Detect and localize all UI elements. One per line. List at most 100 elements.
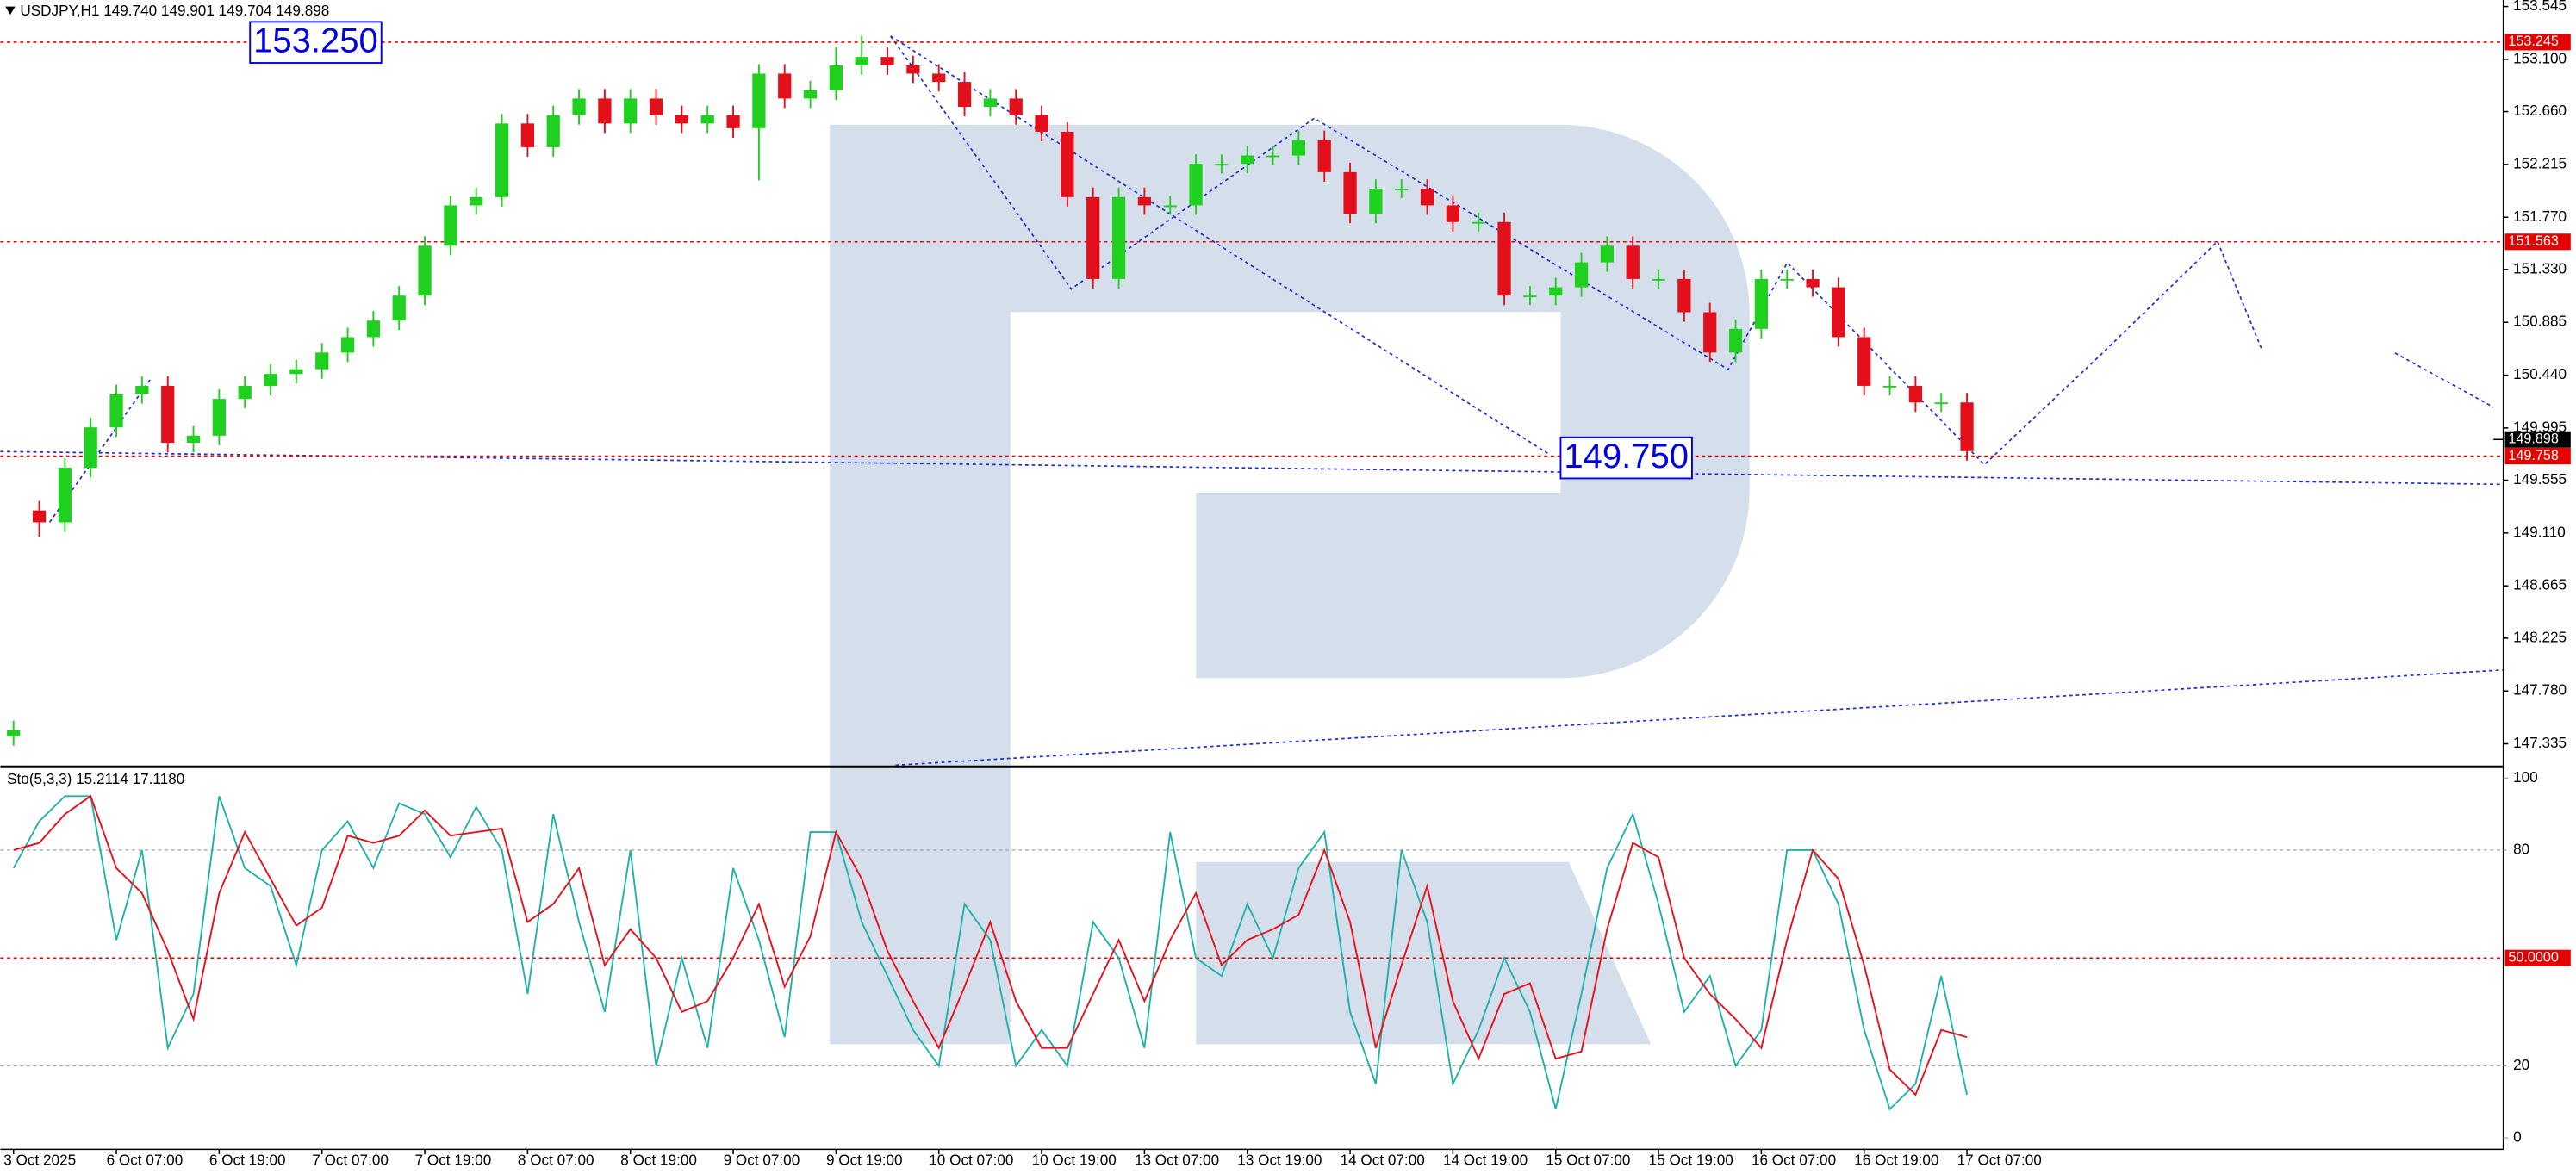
y-tick-label: 150.885: [2513, 313, 2567, 330]
y-tick-label: 153.545: [2513, 0, 2567, 14]
y-tick-label: 0: [2513, 1128, 2522, 1146]
candle-body: [1497, 221, 1511, 296]
candle-body: [1086, 196, 1100, 279]
level-label-box: [2504, 949, 2571, 966]
candle-body: [1574, 262, 1589, 288]
candle-body: [1215, 164, 1229, 166]
candle-body: [1137, 196, 1152, 206]
indicator-title: Sto(5,3,3) 15.2114 17.1180: [7, 770, 184, 787]
candle-body: [315, 352, 329, 370]
candle-body: [161, 385, 175, 444]
candle-body: [983, 98, 998, 108]
candle-body: [1832, 287, 1845, 338]
candle-body: [1934, 402, 1948, 405]
candle-body: [598, 98, 612, 124]
watermark: [830, 124, 1750, 1045]
candle-body: [880, 57, 894, 65]
y-tick-label: 152.660: [2513, 102, 2567, 119]
candle-body: [1857, 337, 1871, 386]
candle-body: [1677, 278, 1691, 313]
candle-body: [1189, 164, 1203, 206]
wave-line: [889, 35, 2263, 466]
y-tick-label: 148.665: [2513, 576, 2567, 593]
y-tick-label: 150.440: [2513, 365, 2567, 382]
x-tick-label: 17 Oct 07:00: [1957, 1151, 2042, 1168]
y-tick-label: 80: [2513, 840, 2529, 857]
candle-body: [1882, 385, 1897, 388]
candle-body: [109, 394, 123, 428]
y-tick-label: 148.225: [2513, 628, 2567, 645]
candle-body: [1806, 278, 1820, 288]
y-tick-label: 149.995: [2513, 418, 2567, 435]
candle-body: [572, 98, 586, 115]
candle-body: [520, 123, 535, 147]
candle-body: [546, 115, 560, 147]
y-tick-label: 153.100: [2513, 49, 2567, 66]
candle-body: [957, 82, 972, 108]
candle-body: [1523, 295, 1537, 298]
candle-body: [238, 385, 252, 400]
x-tick-label: 6 Oct 19:00: [209, 1151, 286, 1168]
last-price-label-box: [2504, 431, 2571, 448]
candle-body: [1472, 221, 1485, 224]
candle-body: [418, 245, 432, 296]
candle-body: [1908, 385, 1923, 403]
candle-body: [1420, 189, 1434, 206]
candle-body: [906, 65, 920, 74]
x-tick-label: 15 Oct 19:00: [1649, 1151, 1733, 1168]
candle-body: [212, 399, 227, 436]
candle-body: [1291, 140, 1306, 156]
x-tick-label: 16 Oct 19:00: [1854, 1151, 1938, 1168]
x-tick-label: 14 Oct 07:00: [1341, 1151, 1425, 1168]
annotation-label: 153.250: [253, 22, 378, 60]
candle-body: [649, 98, 663, 115]
level-label: 149.758: [2508, 448, 2559, 463]
candle-body: [1728, 328, 1743, 353]
x-tick-label: 8 Oct 19:00: [620, 1151, 697, 1168]
candle-body: [752, 73, 766, 128]
candle-body: [1754, 278, 1769, 329]
level-label-box: [2504, 233, 2571, 251]
candle-body: [1703, 312, 1717, 353]
candle-body: [1780, 278, 1794, 281]
level-label-box: [2504, 34, 2571, 51]
candle-body: [366, 320, 381, 338]
x-tick-label: 3 Oct 2025: [3, 1151, 76, 1168]
candle-body: [1369, 189, 1383, 214]
annotation-box: [249, 21, 383, 64]
x-tick-label: 14 Oct 19:00: [1443, 1151, 1528, 1168]
candle-body: [700, 115, 714, 124]
x-tick-label: 7 Oct 19:00: [415, 1151, 492, 1168]
y-tick-label: 147.335: [2513, 734, 2567, 751]
candle-body: [495, 123, 509, 197]
candle-body: [1163, 205, 1177, 208]
stochastic-line: [13, 794, 1968, 1096]
candle-body: [58, 468, 72, 523]
candle-body: [855, 57, 868, 65]
candle-body: [470, 196, 483, 206]
y-tick-label: 20: [2513, 1056, 2529, 1073]
candle-body: [392, 295, 406, 321]
candle-body: [1241, 155, 1254, 165]
candle-body: [186, 435, 201, 444]
candle-body: [7, 730, 21, 736]
candle-body: [264, 374, 277, 386]
x-tick-label: 8 Oct 07:00: [518, 1151, 594, 1168]
x-tick-label: 15 Oct 07:00: [1546, 1151, 1630, 1168]
candle-body: [1395, 189, 1409, 191]
menu-icon: [5, 6, 16, 16]
candle-body: [444, 205, 457, 246]
candle-body: [1061, 131, 1074, 197]
watermark-leg: [1196, 861, 1652, 1045]
candle-body: [675, 115, 689, 124]
candle-body: [1549, 287, 1563, 296]
x-tick-label: 10 Oct 07:00: [929, 1151, 1013, 1168]
candle-body: [1266, 155, 1280, 158]
annotation-box: [1559, 436, 1693, 480]
level-label: 153.245: [2508, 34, 2559, 49]
candle-body: [1960, 402, 1974, 451]
candle-body: [1317, 140, 1331, 172]
x-tick-label: 10 Oct 19:00: [1032, 1151, 1117, 1168]
x-tick-label: 16 Oct 07:00: [1752, 1151, 1836, 1168]
